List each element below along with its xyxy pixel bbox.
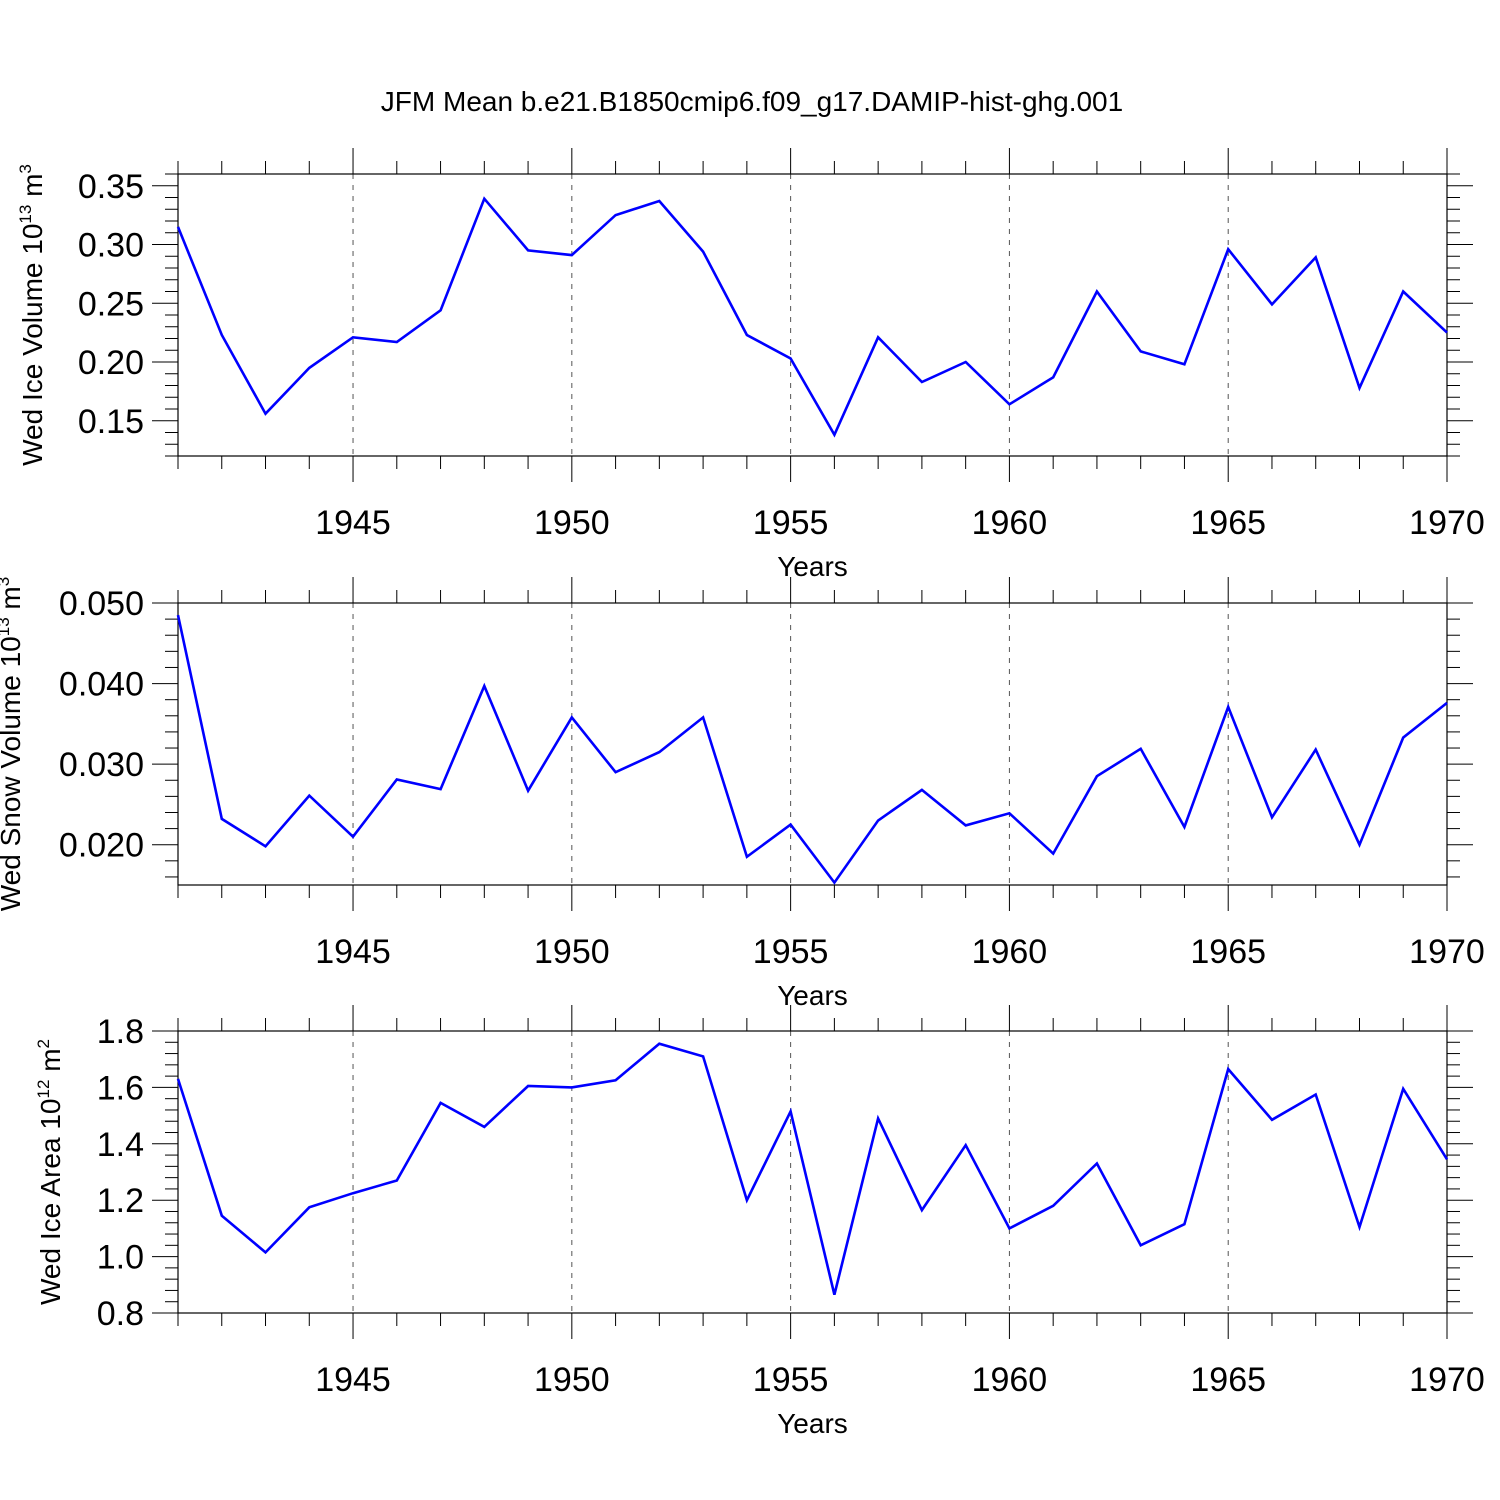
x-tick-label: 1960 <box>972 1361 1048 1399</box>
y-tick-label: 1.2 <box>97 1182 144 1220</box>
y-tick-label: 0.8 <box>97 1295 144 1333</box>
y-tick-label: 0.050 <box>59 585 144 623</box>
panel-1: 0.15 0.20 0.25 0.30 0.35 1945 1950 1955 1960 1965… <box>16 148 1485 582</box>
y-tick-label: 1.4 <box>97 1126 144 1164</box>
series-line <box>176 1042 1449 1296</box>
y-tick-label: 0.20 <box>78 344 144 382</box>
y-tick-label: 0.35 <box>78 168 144 206</box>
x-tick-label: 1945 <box>315 504 391 542</box>
x-axis-label: Years <box>777 551 848 582</box>
y-tick-label: 1.6 <box>97 1069 144 1107</box>
y-tick-label: 0.030 <box>59 746 144 784</box>
series-line <box>176 196 1448 438</box>
figure-title: JFM Mean b.e21.B1850cmip6.f09_g17.DAMIP-… <box>381 86 1123 117</box>
panels: 0.15 0.20 0.25 0.30 0.35 1945 1950 1955 1960 1965… <box>0 148 1485 1439</box>
y-axis-label-text: m <box>0 586 26 617</box>
y-axis-label-superscript: 13 <box>0 617 13 636</box>
y-axis-label-text: Wed Ice Area 10 <box>35 1099 66 1306</box>
plot-frame <box>177 1030 1448 1314</box>
x-tick-label: 1950 <box>534 504 610 542</box>
x-tick-label: 1950 <box>534 933 610 971</box>
series-line <box>176 614 1448 885</box>
x-axis-label: Years <box>777 1408 848 1439</box>
x-tick-label: 1955 <box>753 1361 829 1399</box>
x-tick-label: 1965 <box>1190 1361 1266 1399</box>
y-axis-label: Wed Snow Volume 1013 m3 <box>0 577 26 911</box>
panel-2: 0.020 0.030 0.040 0.050 1945 1950 1955 1960 1965… <box>0 577 1485 1011</box>
x-tick-label: 1960 <box>972 933 1048 971</box>
y-tick-label: 0.040 <box>59 666 144 704</box>
x-tick-label: 1970 <box>1409 933 1485 971</box>
x-tick-label: 1955 <box>753 504 829 542</box>
x-axis-label: Years <box>777 980 848 1011</box>
x-tick-label: 1970 <box>1409 1361 1485 1399</box>
y-axis-label-superscript: 2 <box>34 1039 53 1048</box>
plot-frame <box>177 602 1448 886</box>
y-tick-label: 0.15 <box>78 403 144 441</box>
y-axis-label-superscript: 13 <box>16 205 35 224</box>
x-tick-label: 1970 <box>1409 504 1485 542</box>
plot-frame <box>177 173 1448 457</box>
y-axis-label: Wed Ice Volume 1013 m3 <box>16 164 48 466</box>
x-tick-label: 1965 <box>1190 933 1266 971</box>
x-tick-label: 1945 <box>315 933 391 971</box>
x-tick-label: 1945 <box>315 1361 391 1399</box>
y-axis-label: Wed Ice Area 1012 m2 <box>34 1039 66 1305</box>
y-axis-label-superscript: 3 <box>0 577 13 586</box>
x-tick-label: 1965 <box>1190 504 1266 542</box>
y-axis-label-text: Wed Ice Volume 10 <box>17 224 48 466</box>
y-axis-label-superscript: 3 <box>16 164 35 173</box>
x-tick-label: 1960 <box>972 504 1048 542</box>
y-axis-label-text: m <box>35 1048 66 1079</box>
y-tick-label: 0.020 <box>59 827 144 865</box>
x-tick-label: 1950 <box>534 1361 610 1399</box>
y-tick-label: 1.8 <box>97 1013 144 1051</box>
x-tick-label: 1955 <box>753 933 829 971</box>
panel-3: 0.8 1.0 1.2 1.4 1.6 1.8 1945 1950 1955 1960 1965 19… <box>34 1005 1485 1439</box>
y-tick-label: 0.30 <box>78 227 144 265</box>
y-tick-label: 0.25 <box>78 285 144 323</box>
y-axis-label-text: Wed Snow Volume 10 <box>0 636 26 911</box>
y-axis-label-text: m <box>17 174 48 205</box>
y-axis-label-superscript: 12 <box>34 1080 53 1099</box>
y-tick-label: 1.0 <box>97 1239 144 1277</box>
